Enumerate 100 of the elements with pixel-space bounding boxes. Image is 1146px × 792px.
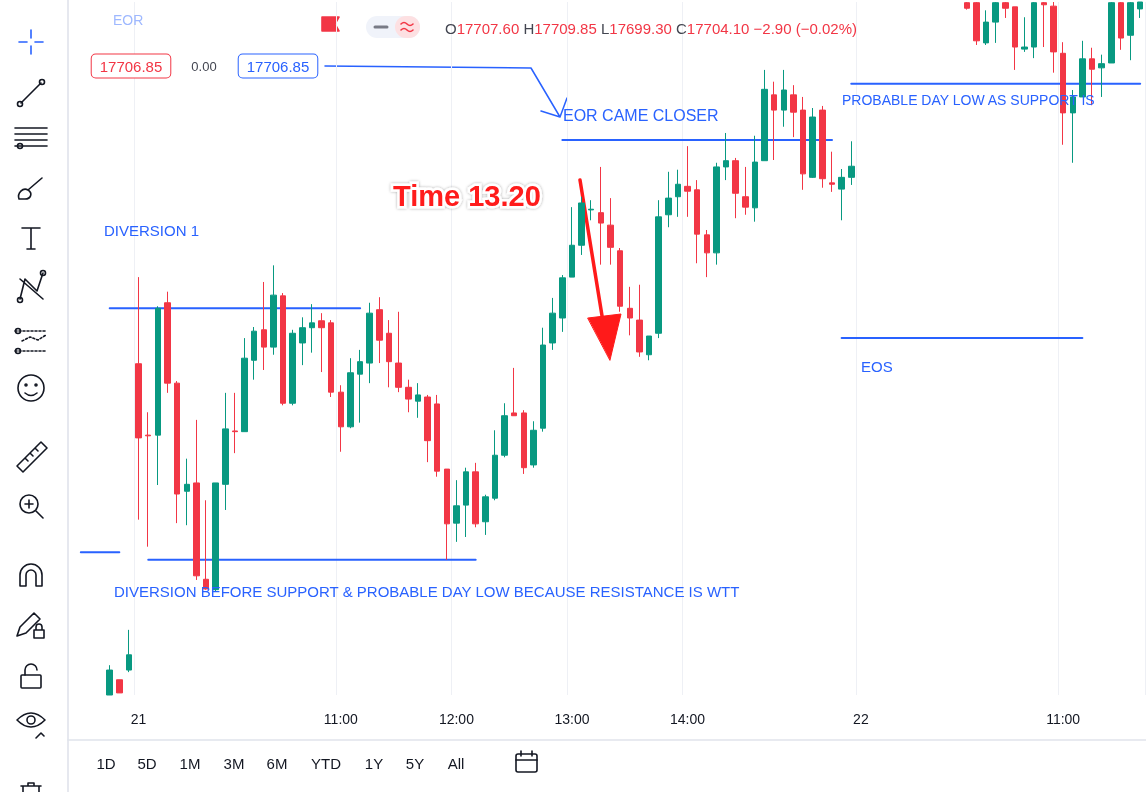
candlestick [366, 302, 373, 384]
candlestick [174, 380, 180, 524]
candlestick [386, 319, 392, 388]
candlestick [992, 1, 999, 44]
candlestick [222, 392, 229, 511]
annotation: DIVERSION 1 [104, 221, 200, 239]
candlestick [607, 197, 614, 266]
candlestick [578, 196, 585, 256]
candlestick [116, 679, 123, 694]
candlestick [106, 664, 113, 696]
candlestick [328, 319, 334, 398]
annotation: 17706.85 [246, 57, 310, 75]
candlestick [1098, 54, 1105, 98]
text: 3M [223, 754, 245, 772]
candlestick [501, 402, 508, 458]
candlestick [530, 420, 537, 469]
candlestick [1050, 1, 1057, 74]
candlestick [848, 140, 855, 186]
text: 1M [179, 754, 201, 772]
candlestick [347, 357, 354, 429]
candlestick [627, 286, 633, 336]
annotation: Time 13.20 [393, 180, 541, 212]
candlestick [790, 84, 797, 138]
annotation: O17707.60 H17709.85 L17699.30 C17704.10 −2.90 (−0.02%) [445, 19, 858, 37]
candlestick [232, 392, 238, 454]
candlestick [549, 297, 556, 351]
candlestick [588, 199, 594, 221]
annotation: 17706.85 [99, 57, 163, 75]
x-tick-label: 12:00 [438, 711, 475, 727]
candlestick [463, 467, 469, 538]
text: 6M [266, 754, 288, 772]
candlestick [376, 296, 383, 364]
x-tick-label: 21 [130, 711, 147, 727]
candlestick [809, 107, 816, 179]
candlestick [742, 166, 749, 216]
candlestick [1127, 1, 1134, 61]
x-tick-label: 13:00 [554, 711, 590, 727]
text: 1Y [364, 754, 384, 772]
candlestick [318, 312, 325, 373]
candlestick [964, 1, 970, 11]
annotation: EOS [861, 357, 893, 375]
x-tick-label: 22 [853, 711, 869, 727]
candlestick [983, 9, 989, 46]
candlestick [155, 305, 161, 486]
candlestick [289, 329, 296, 406]
candlestick [472, 462, 479, 528]
candlestick [415, 382, 421, 419]
candlestick [829, 151, 835, 193]
candlestick [482, 494, 489, 536]
candlestick [713, 162, 720, 266]
candlestick [444, 468, 450, 561]
candlestick [665, 171, 672, 228]
candlestick [540, 327, 546, 433]
candlestick [135, 276, 142, 521]
candlestick [511, 367, 517, 417]
text: All [447, 754, 465, 772]
candlestick [723, 132, 729, 181]
candlestick [781, 69, 787, 128]
candlestick [800, 96, 806, 191]
x-tick-label: 11:00 [323, 711, 359, 727]
candlestick [1118, 1, 1124, 51]
candlestick [838, 168, 845, 221]
text: YTD [311, 754, 342, 772]
candlestick [145, 411, 151, 548]
x-tick-label: 11:00 [1046, 711, 1081, 727]
candlestick [771, 81, 777, 161]
candlestick [164, 291, 171, 394]
annotation: EOR [113, 12, 144, 28]
candlestick [521, 409, 527, 475]
candlestick [241, 337, 248, 433]
candlestick [819, 105, 826, 189]
candlestick [251, 326, 257, 381]
candlestick [395, 311, 402, 393]
candlestick [492, 429, 498, 501]
candlestick [752, 135, 758, 223]
candlestick [357, 349, 363, 424]
text: 5D [137, 754, 157, 772]
candlestick [405, 379, 412, 413]
candlestick [270, 264, 277, 356]
candlestick [424, 394, 431, 463]
candlestick [569, 206, 575, 278]
candlestick [559, 274, 566, 333]
candlestick [184, 458, 190, 526]
candlestick [617, 247, 623, 313]
candlestick [434, 394, 440, 478]
candlestick [646, 335, 652, 361]
candlestick [598, 166, 604, 266]
candlestick [761, 69, 768, 162]
candlestick [126, 629, 132, 673]
candlestick [299, 316, 306, 366]
candlestick [453, 479, 460, 543]
candlestick [636, 284, 643, 358]
candlestick [1041, 1, 1047, 48]
annotation: EOR CAME CLOSER [563, 106, 719, 124]
candlestick [338, 384, 344, 453]
candlestick [1002, 1, 1009, 19]
candlestick [694, 179, 700, 264]
annotation: 0.00 [191, 58, 217, 74]
candlestick [973, 1, 980, 46]
text: 1D [96, 754, 116, 772]
